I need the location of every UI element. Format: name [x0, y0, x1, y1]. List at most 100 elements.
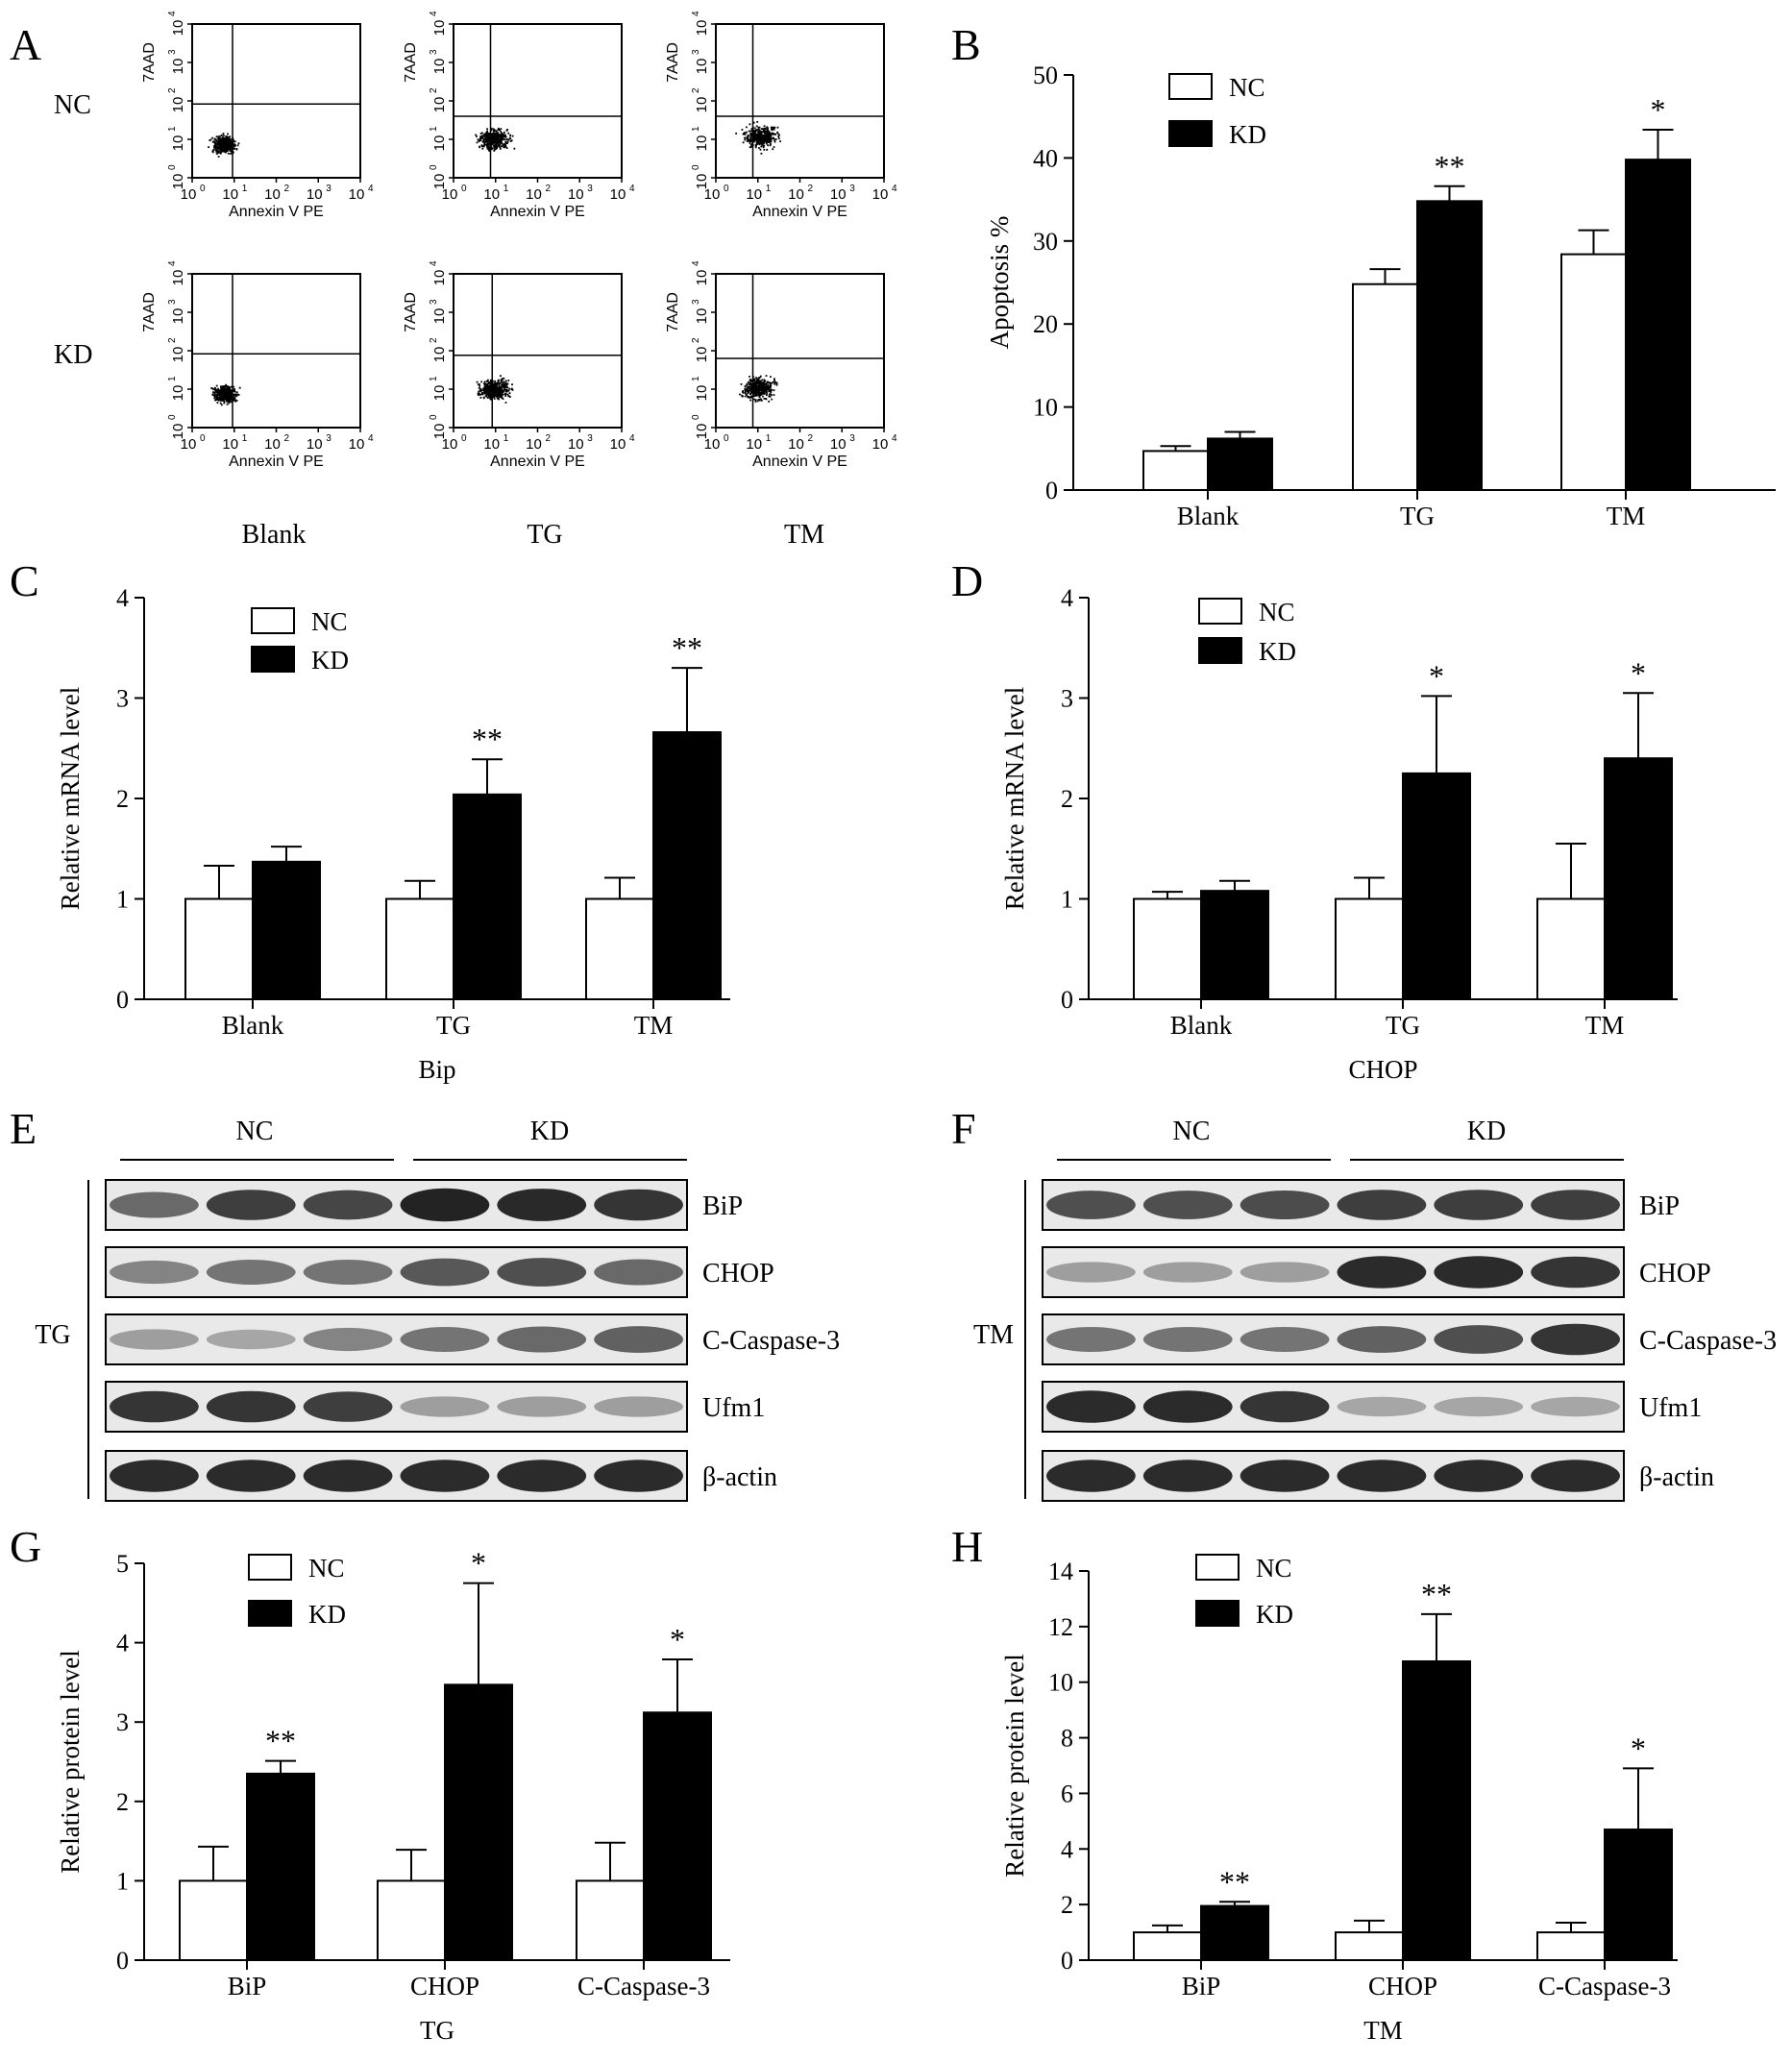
blot-e-strip: [105, 1450, 688, 1502]
chart-h-bar-nc: [1536, 1931, 1606, 1961]
flow-x-tick-exponent: 3: [587, 433, 593, 444]
flow-y-tick-exponent: 1: [691, 376, 701, 381]
flow-y-tick-exponent: 4: [691, 11, 701, 16]
flow-x-tick-exponent: 3: [326, 433, 331, 444]
flow-y-tick-exponent: 0: [691, 164, 701, 170]
flow-y-tick-exponent: 0: [429, 164, 439, 170]
flow-x-axis-label: Annexin V PE: [229, 204, 324, 220]
chart-g-bar-kd: [643, 1711, 712, 1961]
blot-f-band: [1337, 1396, 1427, 1417]
chart-d-significance-mark: *: [1429, 658, 1444, 693]
flow-y-tick-label: 10: [170, 135, 186, 152]
chart-d-legend-label-nc: NC: [1259, 598, 1295, 626]
flow-y-tick-exponent: 0: [691, 414, 701, 420]
chart-d-legend-label-kd: KD: [1259, 637, 1296, 666]
blot-f-band: [1434, 1256, 1524, 1289]
chart-h-bar-kd: [1402, 1660, 1471, 1961]
panel-e-western-blot: NC KD TG BiP CHOP C-Caspase-3 Ufm1 β-actin: [35, 1117, 840, 1502]
chart-d-y-tick-label: 2: [1061, 785, 1073, 813]
blot-e-row-label: CHOP: [702, 1259, 774, 1289]
flow-x-tick-label: 10: [872, 436, 889, 453]
flow-y-tick-exponent: 1: [167, 126, 178, 132]
blot-f-band: [1531, 1323, 1620, 1356]
chart-c-x-tick-label: TM: [634, 1011, 674, 1040]
chart-b-legend-label-nc: NC: [1229, 73, 1265, 102]
chart-d-y-tick-label: 0: [1061, 986, 1073, 1014]
flow-y-tick-label: 10: [431, 135, 448, 152]
blot-e-band: [303, 1391, 393, 1422]
chart-d-y-tick-label: 3: [1061, 685, 1073, 713]
flow-event-dots: [476, 375, 514, 404]
blot-f-band: [1142, 1262, 1233, 1283]
flow-y-tick-label: 10: [694, 135, 710, 152]
chart-g-legend-swatch-nc: [248, 1554, 292, 1581]
chart-c-bar-kd: [252, 860, 321, 1001]
chart-h-y-tick-label: 6: [1061, 1780, 1073, 1807]
chart-h-y-tick-label: 14: [1048, 1558, 1073, 1585]
chart-b-legend-swatch-kd: [1168, 120, 1213, 147]
flow-y-axis-label: 7AAD: [403, 42, 419, 83]
flow-x-tick-label: 10: [442, 436, 458, 453]
blot-f-band: [1434, 1396, 1524, 1417]
chart-g-significance-mark: **: [265, 1724, 296, 1758]
flow-x-tick-label: 10: [264, 436, 281, 453]
flow-x-tick-label: 10: [704, 186, 721, 203]
flow-y-tick-exponent: 4: [429, 260, 439, 266]
chart-b-legend-swatch-nc: [1168, 73, 1213, 100]
blot-f-row-label: C-Caspase-3: [1639, 1326, 1777, 1356]
flow-x-tick-label: 10: [307, 186, 323, 203]
chart-h-tm-protein: 0 2 4 6 8 10 12 14 Relative protein level BiP CHOP…: [1000, 1554, 1678, 2045]
chart-d-bar-kd: [1200, 890, 1269, 1001]
chart-h-y-axis-label: Relative protein level: [1000, 1654, 1029, 1877]
flow-x-tick-exponent: 0: [200, 184, 206, 194]
blot-e-band: [110, 1460, 199, 1492]
flow-y-tick-label: 10: [170, 20, 186, 37]
blot-f-band: [1240, 1190, 1330, 1220]
flow-y-tick-group: 10 2: [691, 337, 710, 362]
flow-y-tick-label: 10: [170, 347, 186, 363]
flow-x-axis-label: Annexin V PE: [490, 454, 585, 470]
blot-f-band: [1240, 1327, 1330, 1352]
chart-g-y-tick-label: 2: [116, 1788, 129, 1816]
flow-x-tick-exponent: 2: [546, 184, 552, 194]
blot-f-band: [1531, 1190, 1620, 1220]
flow-y-tick-label: 10: [694, 270, 710, 286]
blot-f-band: [1046, 1460, 1136, 1492]
chart-g-bar-nc: [576, 1879, 645, 1962]
chart-b-x-tick-label: Blank: [1177, 502, 1240, 530]
flow-x-tick-label: 10: [349, 186, 365, 203]
flow-x-tick-exponent: 3: [326, 184, 331, 194]
chart-g-significance-mark: *: [670, 1622, 685, 1657]
blot-e-band: [497, 1460, 587, 1492]
flow-x-tick-label: 10: [222, 436, 238, 453]
flow-x-tick-exponent: 2: [284, 433, 290, 444]
flow-x-tick-label: 10: [222, 186, 238, 203]
chart-h-legend-label-nc: NC: [1256, 1554, 1292, 1583]
chart-c-significance-mark: **: [672, 630, 702, 665]
flow-x-tick-exponent: 1: [242, 184, 248, 194]
chart-h-y-tick-label: 12: [1048, 1613, 1073, 1641]
chart-b-y-tick-label: 30: [1033, 228, 1058, 256]
flow-x-tick-exponent: 0: [724, 433, 729, 444]
flow-y-axis-label: 7AAD: [665, 292, 681, 332]
blot-e-band: [497, 1396, 587, 1417]
blot-e-band: [594, 1460, 683, 1492]
flow-x-tick-exponent: 2: [546, 433, 552, 444]
chart-c-legend-label-nc: NC: [311, 607, 348, 636]
flow-y-tick-group: 10 0: [429, 164, 448, 189]
blot-e-band: [400, 1396, 490, 1417]
chart-c-y-tick-label: 2: [116, 785, 129, 813]
blot-f-row-label: β-actin: [1639, 1462, 1714, 1492]
flow-x-tick-exponent: 1: [766, 433, 772, 444]
flow-y-tick-label: 10: [431, 270, 448, 286]
flow-x-tick-exponent: 0: [461, 184, 467, 194]
blot-f-band: [1337, 1326, 1427, 1353]
flow-x-tick-label: 10: [746, 186, 762, 203]
panel-a-flow-cytometry: NC KD Blank TG TM 10 0 10 1 10 2 10 3 10 4Annexin…: [54, 11, 897, 550]
chart-c-x-axis-label: Bip: [418, 1055, 455, 1084]
chart-h-bar-nc: [1133, 1931, 1202, 1961]
chart-g-x-axis-label: TG: [420, 2016, 454, 2045]
flow-x-tick-label: 10: [568, 436, 584, 453]
flow-x-tick-label: 10: [788, 436, 804, 453]
